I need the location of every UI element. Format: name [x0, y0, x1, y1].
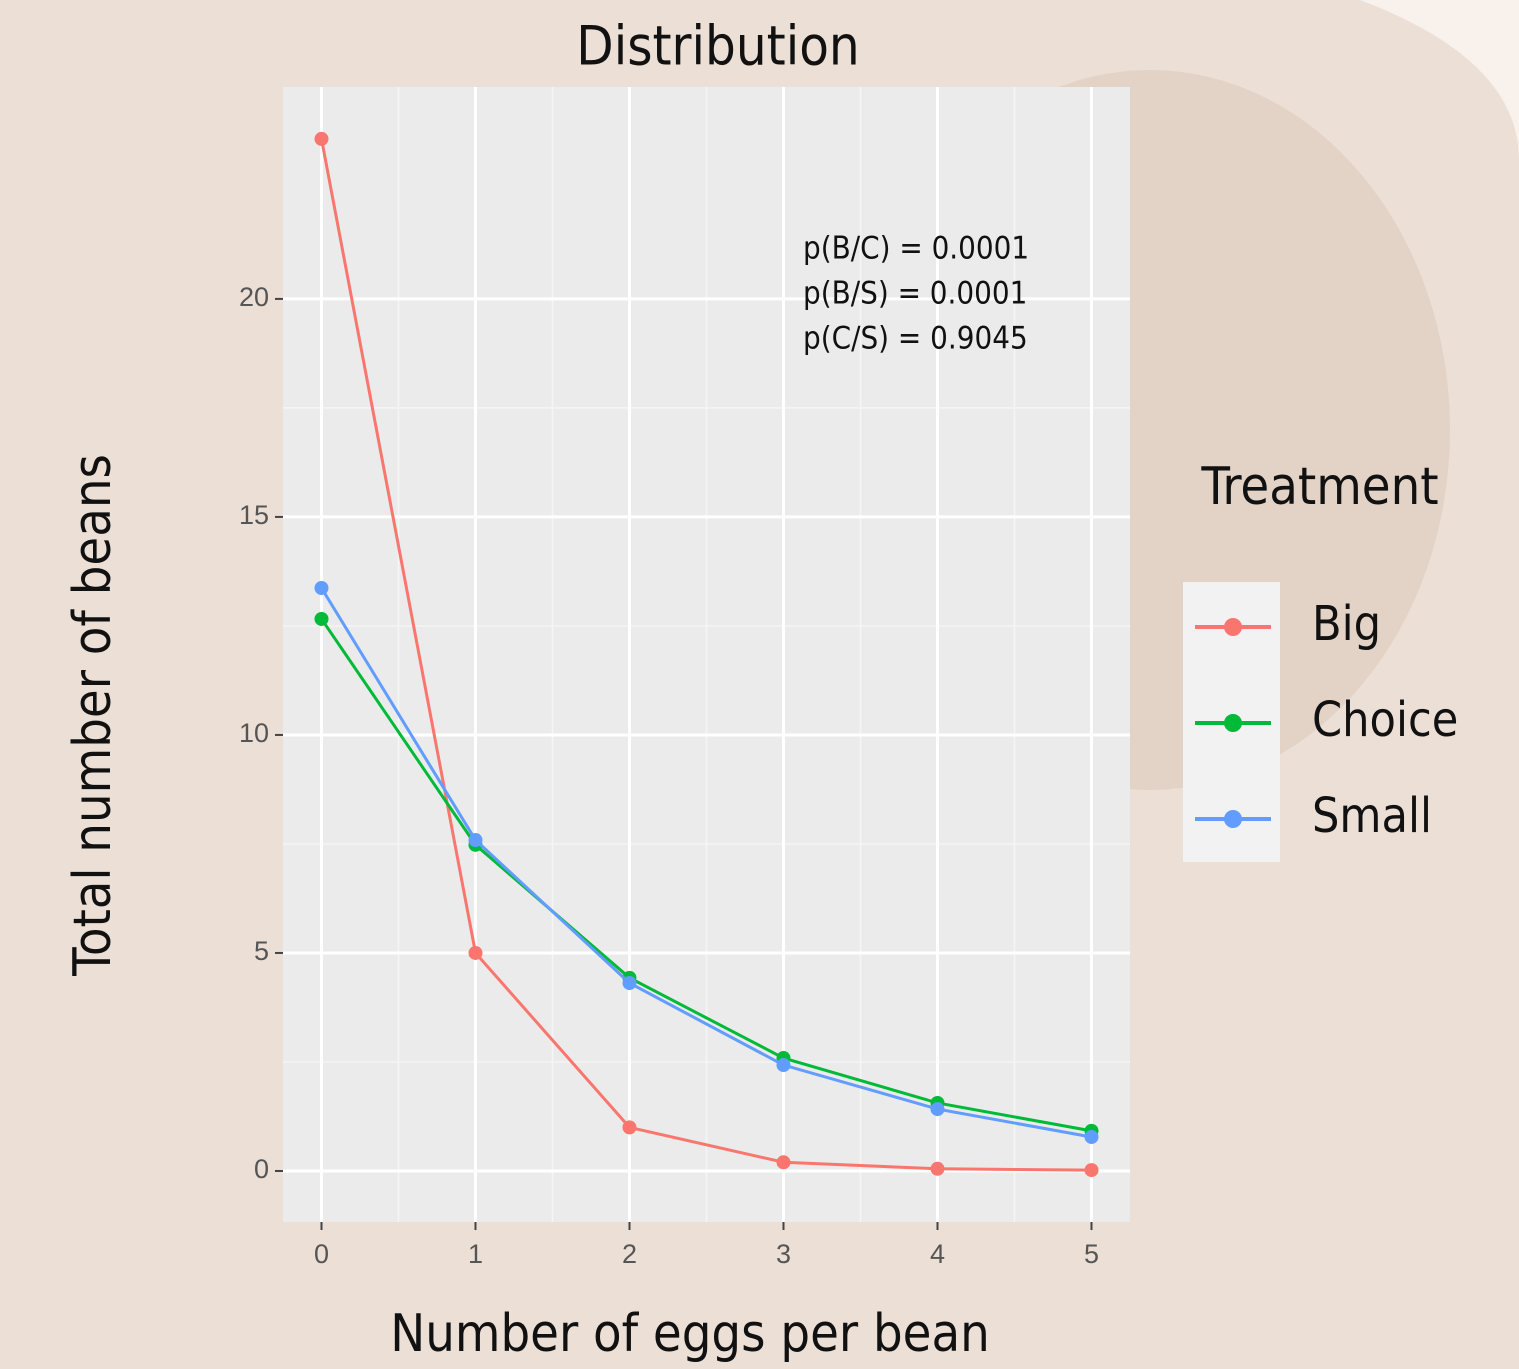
x-tick-label: 0 [314, 1239, 329, 1269]
data-point [468, 945, 483, 960]
data-point [314, 131, 329, 146]
y-tick-label: 15 [239, 500, 269, 530]
data-point [622, 976, 637, 991]
annotation: p(B/C) = 0.0001 [803, 231, 1029, 267]
data-point [1084, 1163, 1099, 1178]
annotation: p(B/S) = 0.0001 [803, 276, 1027, 312]
series-line [320, 587, 1092, 1139]
y-tick-label: 5 [254, 936, 269, 966]
x-tick-label: 4 [930, 1239, 945, 1269]
legend-marker [1224, 618, 1242, 636]
data-point [314, 581, 329, 596]
x-axis-label: Number of eggs per bean [390, 1304, 990, 1364]
x-tick-label: 3 [776, 1239, 791, 1269]
y-tick-label: 0 [254, 1154, 269, 1184]
x-tick-label: 2 [622, 1239, 637, 1269]
y-tick-label: 20 [239, 282, 269, 312]
data-point [468, 833, 483, 848]
y-tick-label: 10 [239, 718, 269, 748]
x-tick-label: 5 [1084, 1239, 1099, 1269]
series-line [320, 618, 1092, 1133]
data-point [776, 1058, 791, 1073]
series-line [320, 138, 1092, 1172]
legend-marker [1224, 714, 1242, 732]
x-tick-label: 1 [468, 1239, 483, 1269]
data-point [1084, 1129, 1099, 1144]
corner-decoration [1360, 0, 1519, 160]
data-point [930, 1161, 945, 1176]
data-point [622, 1120, 637, 1135]
legend-label: Choice [1312, 692, 1458, 748]
legend-title: Treatment [1200, 457, 1438, 517]
annotation: p(C/S) = 0.9045 [803, 321, 1028, 357]
y-axis-label: Total number of beans [63, 454, 123, 977]
chart-title: Distribution [576, 15, 859, 78]
legend-label: Big [1312, 596, 1381, 652]
data-point [314, 611, 329, 626]
data-point [776, 1155, 791, 1170]
legend-label: Small [1312, 788, 1432, 844]
legend-marker [1224, 810, 1242, 828]
data-point [930, 1102, 945, 1117]
